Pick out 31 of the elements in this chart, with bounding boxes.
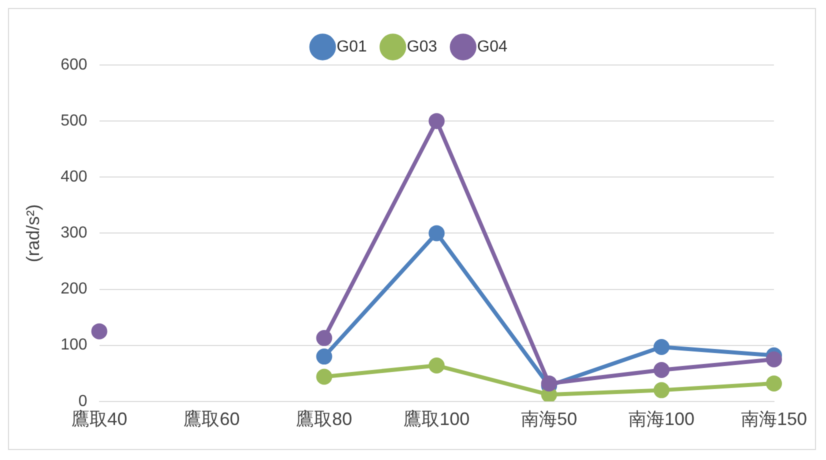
point <box>316 330 332 346</box>
legend-label: G04 <box>477 38 508 56</box>
point <box>91 323 108 340</box>
x-tick-label: 南海50 <box>521 409 578 430</box>
y-tick-label: 600 <box>60 56 88 74</box>
y-tick-label: 500 <box>60 112 88 130</box>
x-tick-label: 鷹取80 <box>296 409 352 430</box>
point <box>766 375 782 392</box>
x-tick-label: 南海100 <box>628 409 695 430</box>
point <box>428 113 445 130</box>
legend-label: G03 <box>406 38 438 56</box>
x-tick-label: 鷹取60 <box>184 409 240 430</box>
y-tick-label: 200 <box>60 280 88 298</box>
y-tick-label: 0 <box>78 392 88 410</box>
x-tick-label: 鷹取100 <box>404 409 470 430</box>
point <box>654 362 670 378</box>
y-axis-title: (rad/s²) <box>22 204 43 262</box>
y-tick-label: 300 <box>60 224 88 242</box>
point <box>541 375 558 392</box>
point <box>316 368 332 385</box>
point <box>766 351 782 368</box>
point <box>654 339 670 356</box>
point <box>428 225 445 242</box>
y-tick-label: 400 <box>60 168 88 186</box>
x-tick-label: 南海150 <box>740 409 808 430</box>
point <box>316 348 332 365</box>
point <box>428 358 445 374</box>
y-tick-label: 100 <box>60 336 88 354</box>
legend-label: G01 <box>336 38 367 56</box>
x-tick-label: 鷹取40 <box>71 409 128 430</box>
point <box>654 382 670 398</box>
